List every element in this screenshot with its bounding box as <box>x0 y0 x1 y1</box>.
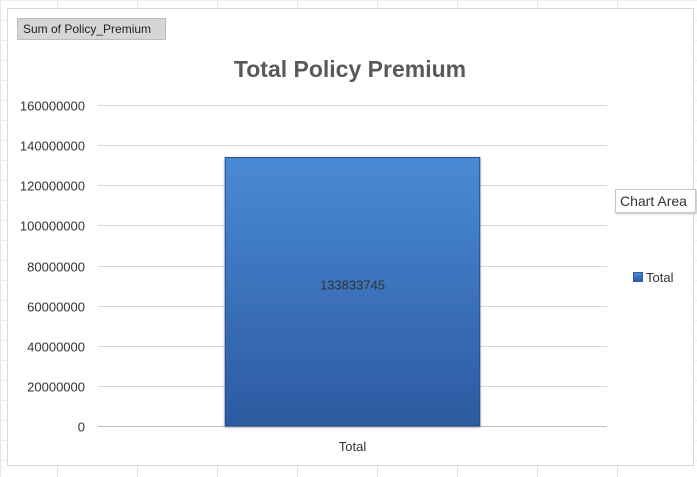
y-tick-label: 20000000 <box>27 380 85 395</box>
y-tick-label: 100000000 <box>20 219 85 234</box>
field-button-sum-of-policy-premium[interactable]: Sum of Policy_Premium <box>17 18 166 40</box>
chart-title[interactable]: Total Policy Premium <box>234 56 466 82</box>
x-axis-ticks[interactable]: Total <box>339 439 367 454</box>
x-tick-label: Total <box>339 439 367 454</box>
y-tick-label: 0 <box>78 420 85 435</box>
y-tick-label: 40000000 <box>27 340 85 355</box>
y-axis-ticks[interactable]: 0 20000000 40000000 60000000 80000000 1000000… <box>20 99 85 435</box>
legend-label-total: Total <box>646 269 674 285</box>
legend-swatch-total <box>633 272 643 282</box>
bar[interactable] <box>224 156 481 427</box>
data-label: 133833745 <box>320 278 385 293</box>
y-tick-label: 80000000 <box>27 260 85 275</box>
y-tick-label: 160000000 <box>20 99 85 114</box>
y-tick-label: 60000000 <box>27 300 85 315</box>
legend[interactable]: Total <box>633 268 673 286</box>
chart-area-tooltip: Chart Area <box>615 189 696 213</box>
y-tick-label: 120000000 <box>20 179 85 194</box>
y-tick-label: 140000000 <box>20 139 85 154</box>
bar-series[interactable]: 133833745 <box>224 156 481 427</box>
